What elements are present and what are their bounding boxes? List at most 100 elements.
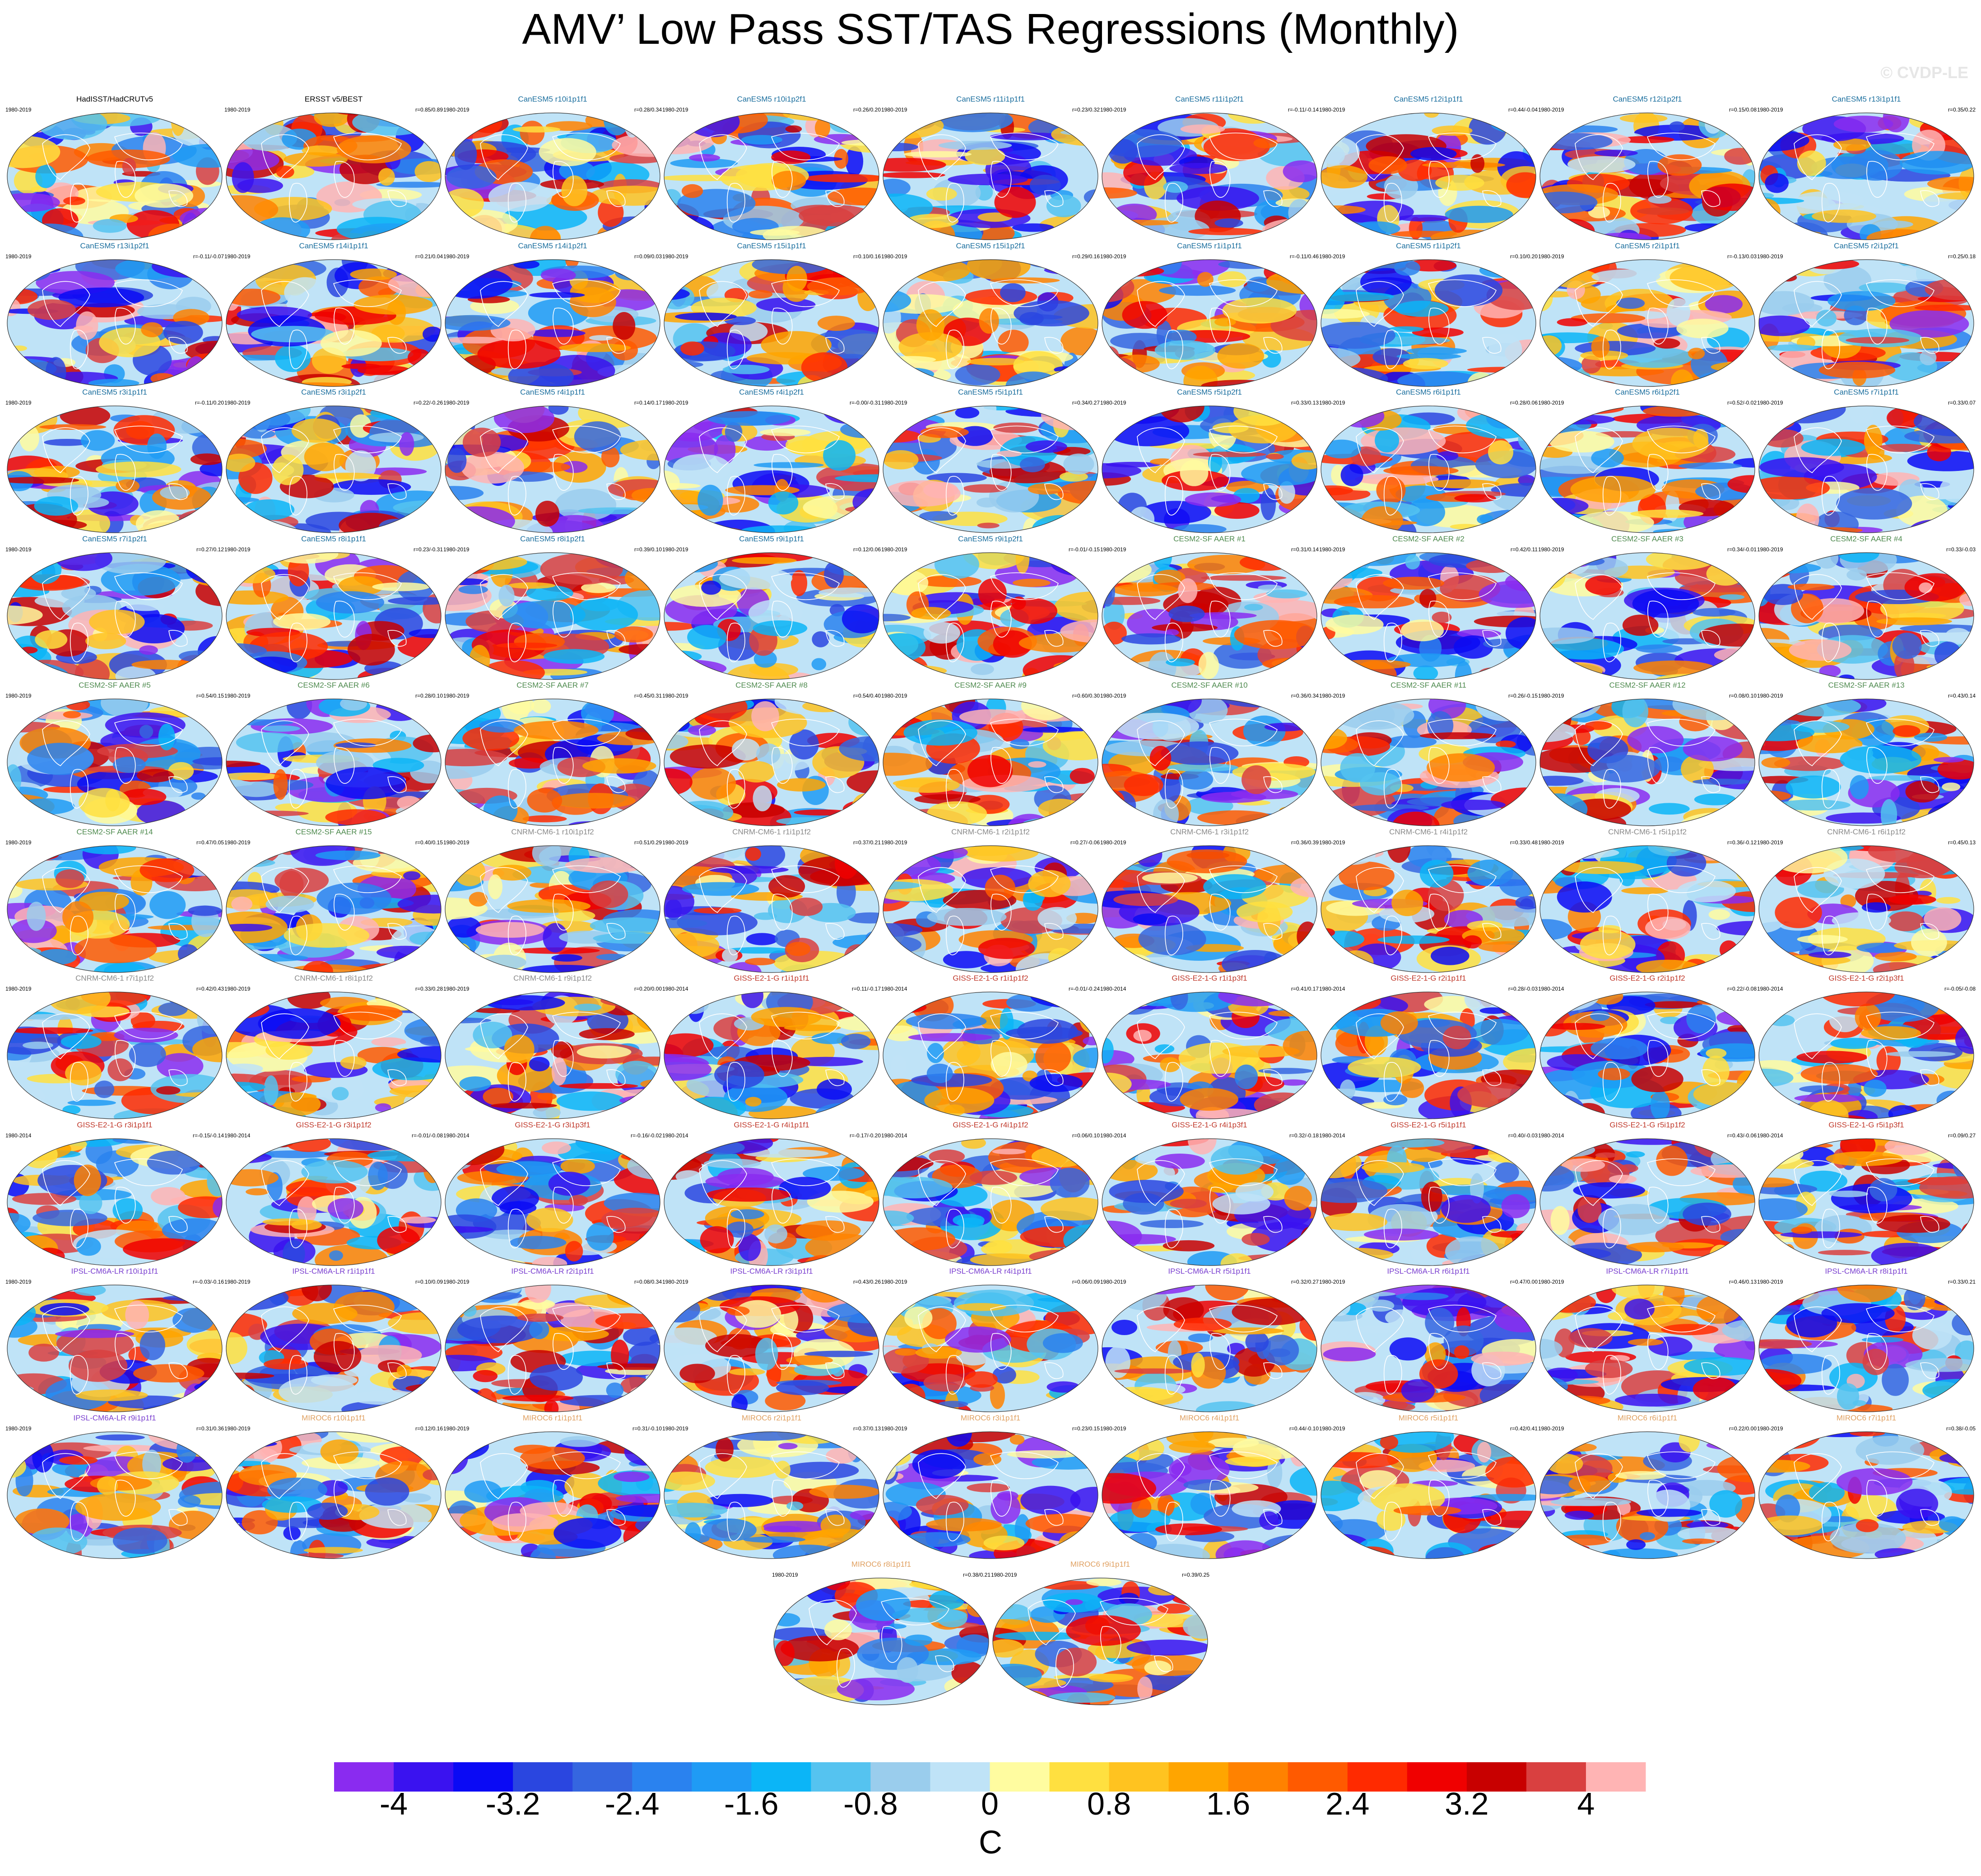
- map-panel: CNRM-CM6-1 r10i1p1f2 1980-2019 r=0.51/0.29: [443, 828, 662, 974]
- continent-outline: [1646, 865, 1716, 893]
- regression-map: [1102, 1285, 1317, 1412]
- continent-outline: [387, 190, 407, 207]
- continent-outline: [1821, 329, 1840, 369]
- panel-title: CNRM-CM6-1 r4i1p1f2: [1389, 827, 1468, 836]
- panel-period: 1980-2014: [662, 1132, 688, 1139]
- map-panel: MIROC6 r10i1p1f1 1980-2019 r=0.12/0.16: [224, 1414, 443, 1560]
- continent-outline: [1137, 427, 1185, 474]
- panel-period: 1980-2019: [1319, 546, 1345, 553]
- continent-outline: [115, 1479, 136, 1517]
- continent-outline: [288, 622, 307, 662]
- continent-outline: [1428, 454, 1450, 491]
- regression-map: [1539, 552, 1755, 680]
- regression-map: [883, 552, 1098, 680]
- panel-correlation: r=-0.01/-0.15: [1068, 546, 1100, 553]
- panel-title: CNRM-CM6-1 r9i1p1f2: [513, 974, 592, 982]
- colorbar-swatch: [1168, 1762, 1229, 1792]
- continent-outline: [699, 427, 747, 474]
- continent-outline: [553, 1186, 574, 1224]
- continent-outline: [1428, 747, 1450, 784]
- panel-period: 1980-2019: [224, 400, 251, 406]
- regression-map: [1102, 1431, 1317, 1559]
- panel-correlation: r=0.33/0.28: [415, 986, 443, 992]
- panel-period: 1980-2019: [443, 1425, 470, 1432]
- continent-outline: [606, 922, 626, 940]
- regression-map: [1321, 259, 1536, 387]
- regression-map: [1539, 1431, 1755, 1559]
- panel-period: 1980-2019: [1538, 693, 1564, 699]
- map-panel: GISS-E2-1-G r4i1p1f2 1980-2014 r=0.06/0.10: [881, 1121, 1100, 1267]
- continent-outline: [1794, 720, 1842, 767]
- continent-outline: [1482, 336, 1502, 354]
- panel-correlation: r=-0.11/-0.07: [193, 253, 224, 260]
- continent-outline: [334, 600, 355, 638]
- map-panel: CanESM5 r5i1p2f1 1980-2019 r=0.33/0.13: [1100, 388, 1319, 535]
- continent-outline: [1209, 1040, 1231, 1077]
- continent-outline: [1428, 1158, 1497, 1186]
- regression-map: [7, 1285, 223, 1412]
- continent-outline: [387, 922, 407, 940]
- panel-period: 1980-2019: [443, 693, 470, 699]
- continent-outline: [1647, 1479, 1669, 1517]
- continent-outline: [553, 747, 574, 784]
- continent-outline: [1865, 279, 1934, 307]
- continent-outline: [1383, 476, 1402, 516]
- panel-title: GISS-E2-1-G r5i1p1f1: [1390, 1120, 1466, 1129]
- map-panel: CanESM5 r15i1p1f1 1980-2019 r=0.10/0.16: [662, 242, 881, 388]
- continent-outline: [1356, 1453, 1404, 1499]
- regression-map: [664, 259, 879, 387]
- continent-outline: [1865, 718, 1934, 747]
- panel-correlation: r=-0.00/-0.31: [849, 400, 881, 406]
- panel-title: CanESM5 r15i1p2f1: [956, 241, 1025, 250]
- continent-outline: [772, 1186, 793, 1224]
- continent-outline: [606, 1215, 626, 1233]
- panel-title: CNRM-CM6-1 r2i1p1f2: [951, 827, 1030, 836]
- regression-map: [1321, 1138, 1536, 1266]
- map-panel: IPSL-CM6A-LR r4i1p1f1 1980-2019 r=0.06/0.0…: [881, 1267, 1100, 1414]
- map-panel: CanESM5 r4i1p1f1 1980-2019 r=0.14/0.17: [443, 388, 662, 535]
- continent-outline: [726, 622, 745, 662]
- regression-map: [445, 405, 660, 533]
- map-panel: MIROC6 r5i1p1f1 1980-2019 r=0.42/0.41: [1319, 1414, 1538, 1560]
- continent-outline: [1821, 183, 1840, 223]
- panel-period: 1980-2019: [1538, 1425, 1564, 1432]
- continent-outline: [114, 718, 183, 747]
- panel-title: GISS-E2-1-G r5i1p3f1: [1828, 1120, 1904, 1129]
- continent-outline: [1646, 1011, 1716, 1040]
- continent-outline: [42, 720, 90, 767]
- continent-outline: [70, 1208, 88, 1248]
- regression-map: [7, 1431, 223, 1559]
- continent-outline: [70, 1062, 88, 1102]
- continent-outline: [334, 1333, 355, 1370]
- regression-map: [7, 552, 223, 680]
- continent-outline: [1575, 281, 1623, 327]
- map-panel: CanESM5 r10i1p2f1 1980-2019 r=0.26/0.20: [662, 95, 881, 242]
- continent-outline: [1209, 718, 1278, 747]
- continent-outline: [480, 1306, 528, 1353]
- panel-title: IPSL-CM6A-LR r2i1p1f1: [511, 1267, 594, 1275]
- map-panel: CNRM-CM6-1 r2i1p1f2 1980-2019 r=0.27/-0.06: [881, 828, 1100, 974]
- continent-outline: [288, 1355, 307, 1395]
- continent-outline: [70, 915, 88, 955]
- map-panel: CNRM-CM6-1 r3i1p1f2 1980-2019 r=0.36/0.39: [1100, 828, 1319, 974]
- panel-correlation: r=0.47/0.05: [196, 839, 224, 846]
- panel-title: CanESM5 r8i1p1f1: [301, 534, 366, 543]
- colorbar-swatch: [1466, 1762, 1527, 1792]
- map-panel: IPSL-CM6A-LR r10i1p1f1 1980-2019 r=-0.03/-…: [5, 1267, 224, 1414]
- panel-period: 1980-2019: [224, 546, 251, 553]
- continent-outline: [1356, 1306, 1404, 1353]
- map-panel: CESM2-SF AAER #10 1980-2019 r=0.36/0.34: [1100, 681, 1319, 828]
- colorbar-swatch: [692, 1762, 752, 1792]
- continent-outline: [1164, 622, 1183, 662]
- continent-outline: [990, 425, 1059, 454]
- continent-outline: [70, 1501, 88, 1541]
- continent-outline: [261, 134, 309, 181]
- continent-outline: [1701, 1508, 1721, 1526]
- panel-title: CESM2-SF AAER #9: [954, 681, 1027, 689]
- continent-outline: [1920, 190, 1939, 207]
- panel-correlation: r=0.37/0.21: [853, 839, 881, 846]
- continent-outline: [1920, 629, 1939, 647]
- continent-outline: [1383, 329, 1402, 369]
- continent-outline: [114, 279, 183, 307]
- panel-period: 1980-2014: [1100, 1132, 1126, 1139]
